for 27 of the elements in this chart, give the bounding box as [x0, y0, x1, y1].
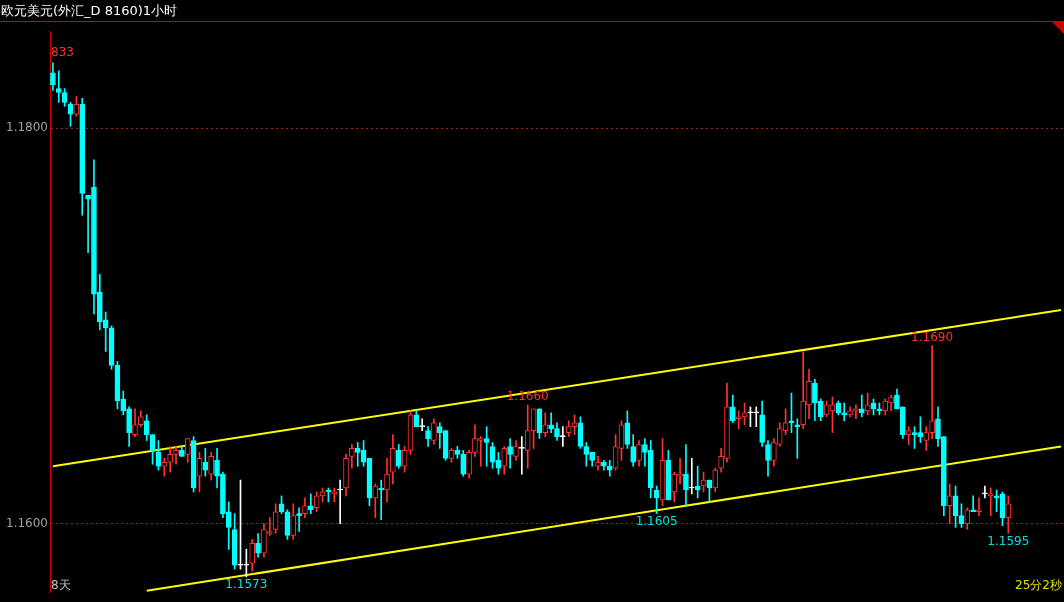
candlestick — [735, 410, 742, 429]
annotation: 1.1595 — [987, 533, 1030, 548]
candlestick — [970, 495, 976, 513]
candlestick — [929, 345, 935, 439]
candlestick — [85, 195, 91, 254]
candlestick — [477, 436, 484, 467]
candlestick — [55, 70, 62, 103]
candlestick — [976, 497, 982, 517]
annotation: 833 — [51, 45, 74, 60]
y-tick-label: 1.1800 — [6, 120, 48, 135]
annotation: 25分2秒 — [1015, 577, 1062, 592]
annotation: 1.1573 — [225, 577, 268, 592]
y-tick-label: 1.1600 — [6, 515, 48, 530]
annotation: 1.1660 — [506, 389, 549, 404]
candlestick — [296, 507, 302, 532]
candlestick — [173, 446, 179, 465]
annotation: 8天 — [51, 577, 71, 592]
candlestick — [688, 458, 695, 495]
candlestick — [982, 485, 988, 499]
candlestick — [419, 418, 426, 431]
candlestick — [946, 483, 953, 524]
candlestick — [905, 426, 912, 445]
candlestick — [337, 479, 343, 524]
annotation: 1.1605 — [635, 513, 678, 528]
annotation: 1.1690 — [911, 329, 954, 344]
candlestick — [794, 418, 801, 459]
chart-title: 欧元美元(外汇_D 8160)1小时 — [0, 0, 1064, 22]
